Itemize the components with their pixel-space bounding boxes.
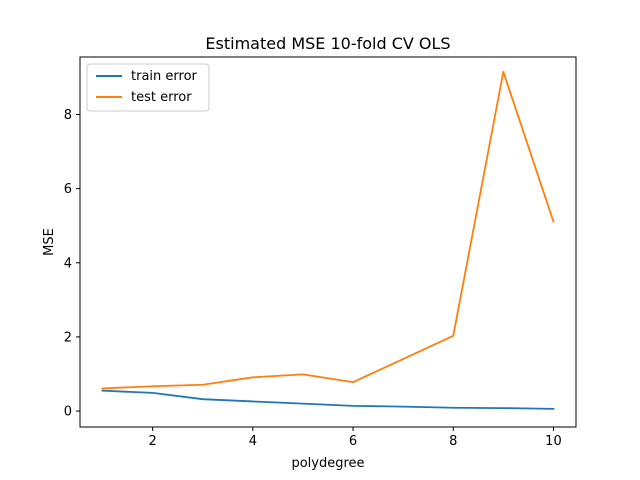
axes-layer: 2 4 6 8 10 0 2 4 6 8 bbox=[64, 108, 562, 449]
plot-frame bbox=[79, 56, 577, 428]
y-tick-label: 4 bbox=[64, 256, 72, 271]
y-tick-label: 2 bbox=[64, 330, 72, 345]
x-tick-label: 4 bbox=[249, 434, 257, 449]
y-tick-label: 6 bbox=[64, 182, 72, 197]
legend-label-test-error: test error bbox=[131, 90, 192, 105]
y-tick-label: 0 bbox=[64, 405, 72, 420]
y-tick-label: 8 bbox=[64, 108, 72, 123]
legend-label-train-error: train error bbox=[131, 69, 198, 84]
x-tick-label: 8 bbox=[449, 434, 457, 449]
x-tick-label: 10 bbox=[545, 434, 562, 449]
chart-title: Estimated MSE 10-fold CV OLS bbox=[205, 34, 450, 53]
series-line-test-error bbox=[101, 70, 555, 390]
series-line-train-error bbox=[101, 389, 555, 410]
y-axis-label: MSE bbox=[42, 228, 57, 256]
x-axis-label: polydegree bbox=[291, 456, 364, 471]
x-tick-label: 6 bbox=[349, 434, 357, 449]
series-layer bbox=[101, 70, 555, 410]
legend: train error test error bbox=[86, 63, 210, 112]
x-tick-label: 2 bbox=[149, 434, 157, 449]
